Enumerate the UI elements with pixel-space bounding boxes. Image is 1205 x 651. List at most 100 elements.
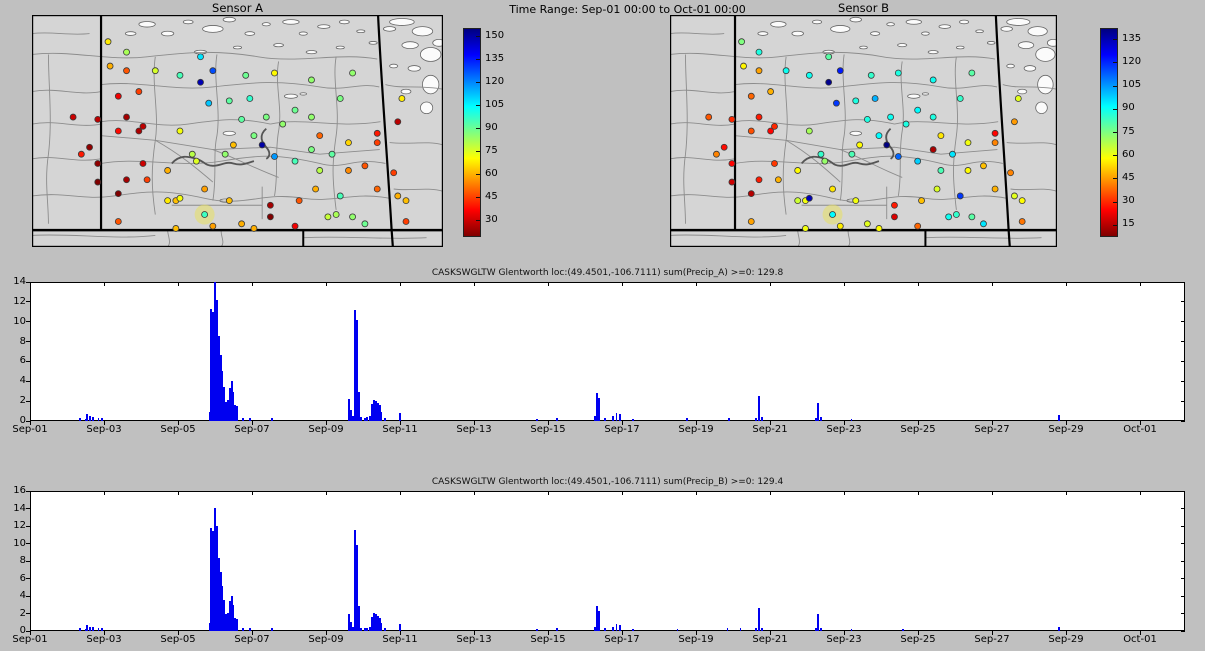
station-dot (964, 167, 972, 174)
station-dot (825, 78, 833, 86)
precip-bar (357, 605, 360, 631)
y-tick-label: 0 (19, 625, 26, 636)
x-tick-label: Sep-19 (678, 634, 714, 645)
station-dot (829, 185, 836, 193)
lake (420, 102, 432, 114)
map-land (32, 15, 443, 247)
precip-bar (212, 531, 215, 631)
x-tick-label: Sep-05 (160, 424, 196, 435)
x-tick-top (917, 491, 919, 495)
precip-bar (363, 418, 366, 421)
x-tick-top (695, 491, 697, 495)
region-boundary (670, 52, 995, 59)
region-boundary (32, 33, 90, 34)
region-boundary (925, 237, 1041, 238)
station-dot (937, 167, 945, 174)
lake (183, 20, 193, 24)
y-tick-label: 4 (19, 590, 26, 601)
x-tick-top (29, 282, 31, 286)
station-dot (197, 53, 204, 61)
station-dot (345, 139, 352, 146)
station-dot (755, 67, 763, 75)
y-tick-right (1181, 595, 1185, 597)
region-boundary (670, 192, 1007, 201)
station-dot (143, 176, 151, 184)
lake (771, 21, 786, 27)
y-tick-label: 12 (13, 520, 26, 531)
lake (139, 21, 155, 27)
precip-a-axes-frame (30, 282, 1185, 421)
lake (284, 94, 297, 98)
precip-bar (271, 627, 274, 631)
precip-bar (371, 404, 374, 421)
lake (1038, 75, 1053, 94)
precip-bar (375, 401, 377, 421)
precip-bar (79, 628, 81, 631)
lake (1001, 27, 1013, 32)
region-boundary (394, 189, 443, 191)
station-dot (956, 95, 964, 102)
station-dot (836, 222, 844, 230)
precip-bar (360, 627, 363, 631)
station-dot (914, 106, 922, 114)
precip-bar (225, 402, 228, 421)
station-dot (980, 162, 987, 170)
x-tick-label: Sep-27 (974, 424, 1010, 435)
y-tick-right (1181, 360, 1185, 362)
lake (831, 25, 850, 32)
lake (300, 93, 307, 95)
x-tick-label: Sep-03 (86, 634, 122, 645)
x-tick-label: Sep-25 (900, 634, 936, 645)
precip-bar (556, 418, 559, 421)
colorbar-tick (1113, 108, 1117, 110)
lake (976, 30, 984, 33)
station-dot (964, 139, 972, 146)
station-dot (394, 192, 402, 200)
precip-bar (378, 405, 381, 421)
precip-bar (815, 418, 818, 421)
y-tick-label: 2 (19, 395, 26, 407)
precip-bar (685, 418, 688, 421)
precip-bar (230, 381, 233, 421)
y-tick-label: 14 (13, 502, 26, 514)
precip-bar (271, 417, 274, 421)
station-dot (856, 141, 864, 149)
station-dot (767, 127, 775, 135)
x-tick-label: Oct-01 (1123, 634, 1157, 645)
station-dot (863, 116, 871, 123)
station-dot (738, 38, 745, 46)
colorbar-tick (476, 197, 480, 199)
river (886, 129, 893, 159)
station-dot (956, 192, 964, 200)
region-boundary (670, 123, 735, 126)
x-tick-top (325, 282, 327, 286)
precip-bar (84, 628, 87, 631)
y-tick-right (1181, 321, 1185, 323)
station-dot (192, 157, 200, 165)
precip-bar (1057, 626, 1060, 631)
station-dot (929, 113, 937, 121)
lake (274, 44, 284, 47)
precip-bar (619, 624, 622, 631)
station-dot (1014, 95, 1022, 102)
precip-bar (214, 507, 216, 631)
station-dot (767, 88, 775, 95)
station-dot (902, 120, 910, 128)
station-dot (394, 118, 402, 126)
station-dot (1018, 197, 1026, 205)
station-dot (918, 197, 925, 205)
precip-bar (223, 600, 226, 631)
region-boundary (47, 54, 51, 223)
precip-bar (604, 628, 607, 631)
precip-bar (210, 308, 213, 421)
station-dot (867, 71, 875, 79)
region-boundary (670, 235, 786, 237)
station-dot (176, 194, 184, 202)
y-tick (26, 578, 30, 579)
lake (357, 30, 365, 33)
lake (233, 46, 241, 49)
precip-bar (228, 601, 231, 631)
region-boundary (802, 187, 887, 219)
colorbar-tick (476, 151, 480, 153)
x-tick-top (177, 282, 179, 286)
